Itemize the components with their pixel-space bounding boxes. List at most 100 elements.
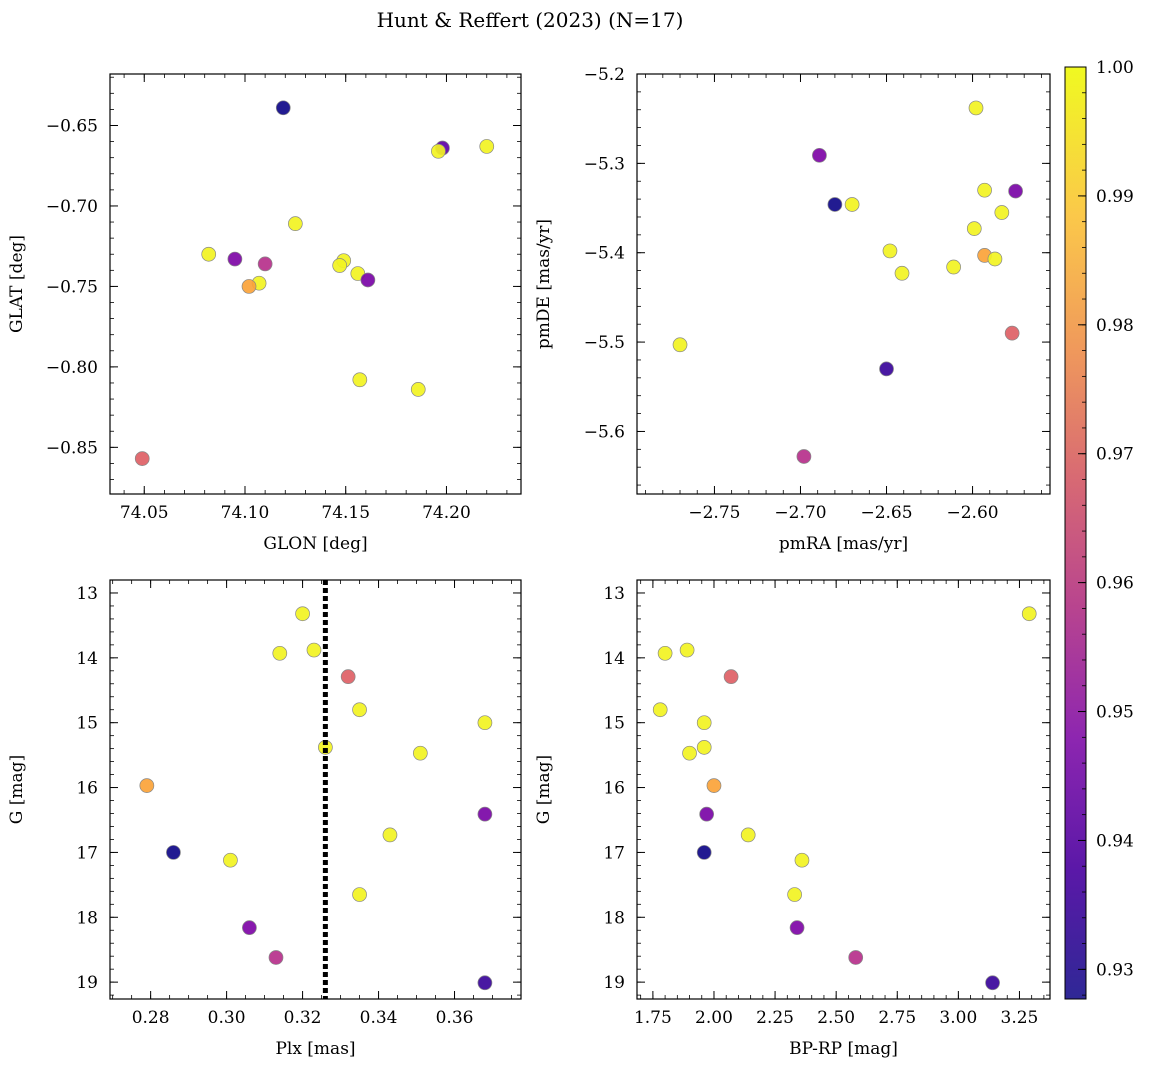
y-tick-label: −5.5: [584, 333, 625, 353]
minor-ticks: [637, 579, 1050, 999]
data-point: [994, 205, 1010, 220]
data-point: [894, 265, 910, 281]
data-point: [696, 715, 712, 731]
data-point: [340, 669, 356, 684]
data-point: [201, 246, 217, 262]
data-point: [679, 642, 695, 658]
minor-ticks: [110, 579, 521, 999]
x-tick-label: −2.70: [774, 503, 826, 523]
colorbar-tick-label: 0.94: [1096, 831, 1134, 851]
y-tick-label: 14: [76, 649, 98, 669]
x-axis-label: GLON [deg]: [263, 534, 367, 554]
data-point: [134, 451, 150, 466]
data-point: [696, 845, 712, 860]
data-point: [796, 449, 812, 464]
axes-frame: [109, 73, 522, 495]
x-tick-label: 74.15: [321, 503, 370, 523]
data-point: [477, 806, 493, 822]
data-point: [879, 361, 894, 377]
colorbar-tick-label: 0.95: [1096, 703, 1134, 723]
y-tick-label: 15: [76, 714, 98, 734]
data-point: [139, 778, 155, 793]
data-point: [242, 920, 257, 936]
points: [672, 100, 1023, 464]
data-point: [352, 887, 367, 902]
panel-bprp-g: 1.75 2.00 2.25 2.50 2.75 3.00 3.25 13 14 15 16 17 18…: [534, 579, 1051, 1059]
data-point: [352, 702, 367, 718]
y-tick-label: −5.2: [584, 65, 625, 85]
y-tick-label: 17: [603, 843, 625, 863]
data-point: [827, 197, 843, 212]
colorbar-tick-label: 0.97: [1096, 445, 1134, 465]
colorbar-tick-label: 1.00: [1096, 58, 1134, 78]
data-point: [257, 256, 273, 272]
y-tick-label: 19: [603, 973, 625, 993]
y-tick-label: 13: [76, 584, 98, 604]
x-tick-label: 2.25: [756, 1008, 794, 1028]
y-tick-label: −0.75: [46, 277, 98, 297]
x-tick-label: −2.75: [688, 503, 740, 523]
data-point: [272, 645, 288, 661]
data-point: [652, 702, 668, 718]
points: [139, 606, 493, 991]
y-tick-label: 18: [603, 908, 625, 928]
data-point: [844, 197, 860, 212]
data-point: [696, 739, 712, 755]
y-tick-label: −0.65: [46, 116, 98, 136]
data-point: [412, 745, 428, 761]
x-tick-label: 0.34: [360, 1008, 398, 1028]
x-tick-label: 1.75: [634, 1008, 672, 1028]
data-point: [295, 606, 310, 622]
panel-plx-g: 0.28 0.30 0.32 0.34 0.36 13 14 15 16 17 18 19 Plx [m…: [7, 579, 522, 1059]
y-tick-label: −5.4: [584, 244, 625, 264]
x-tick-label: 0.30: [208, 1008, 246, 1028]
colorbar-tick-label: 0.99: [1096, 187, 1134, 207]
x-tick-label: 2.00: [695, 1008, 733, 1028]
data-point: [431, 143, 446, 159]
data-point: [352, 372, 368, 388]
data-point: [723, 669, 739, 684]
data-point: [706, 778, 722, 793]
data-point: [241, 279, 257, 294]
points: [134, 100, 495, 466]
y-axis-label: GLAT [deg]: [7, 235, 27, 333]
data-point: [223, 852, 238, 868]
data-point: [410, 382, 426, 397]
data-point: [794, 852, 810, 868]
panel-glon-glat: 74.05 74.10 74.15 74.20 −0.65 −0.70 −0.75 −0.80…: [7, 73, 522, 554]
axes-frame: [636, 579, 1051, 1000]
x-axis-label: BP-RP [mag]: [789, 1039, 898, 1059]
points: [652, 606, 1037, 991]
colorbar-ticks: 0.93 0.94 0.95 0.96 0.97 0.98 0.99 1.00: [1078, 58, 1134, 996]
y-tick-label: 16: [603, 779, 625, 799]
data-point: [166, 845, 181, 860]
data-point: [227, 251, 243, 267]
x-tick-label: 3.00: [939, 1008, 977, 1028]
y-axis-label: G [mag]: [7, 755, 27, 824]
y-tick-label: 14: [603, 649, 625, 669]
x-tick-label: 0.28: [132, 1008, 170, 1028]
axes-frame: [636, 73, 1051, 495]
colorbar-tick-label: 0.96: [1096, 574, 1134, 594]
x-tick-label: 0.36: [436, 1008, 474, 1028]
x-tick-label: 74.10: [221, 503, 270, 523]
data-point: [787, 887, 802, 902]
colorbar-tick-label: 0.93: [1096, 960, 1134, 980]
data-point: [985, 975, 1000, 991]
data-point: [740, 827, 756, 843]
x-axis-label: Plx [mas]: [275, 1039, 355, 1059]
axes-frame: [109, 579, 522, 1000]
y-tick-label: −0.80: [46, 358, 98, 378]
data-point: [946, 259, 961, 275]
data-point: [382, 827, 398, 843]
y-axis-label: G [mag]: [534, 755, 554, 824]
x-tick-label: 0.32: [284, 1008, 322, 1028]
data-point: [1004, 325, 1020, 341]
y-tick-label: 18: [76, 908, 98, 928]
data-point: [977, 182, 992, 198]
data-point: [682, 745, 697, 761]
data-point: [987, 251, 1003, 267]
data-point: [268, 950, 284, 965]
data-point: [332, 258, 348, 273]
y-tick-label: 16: [76, 779, 98, 799]
